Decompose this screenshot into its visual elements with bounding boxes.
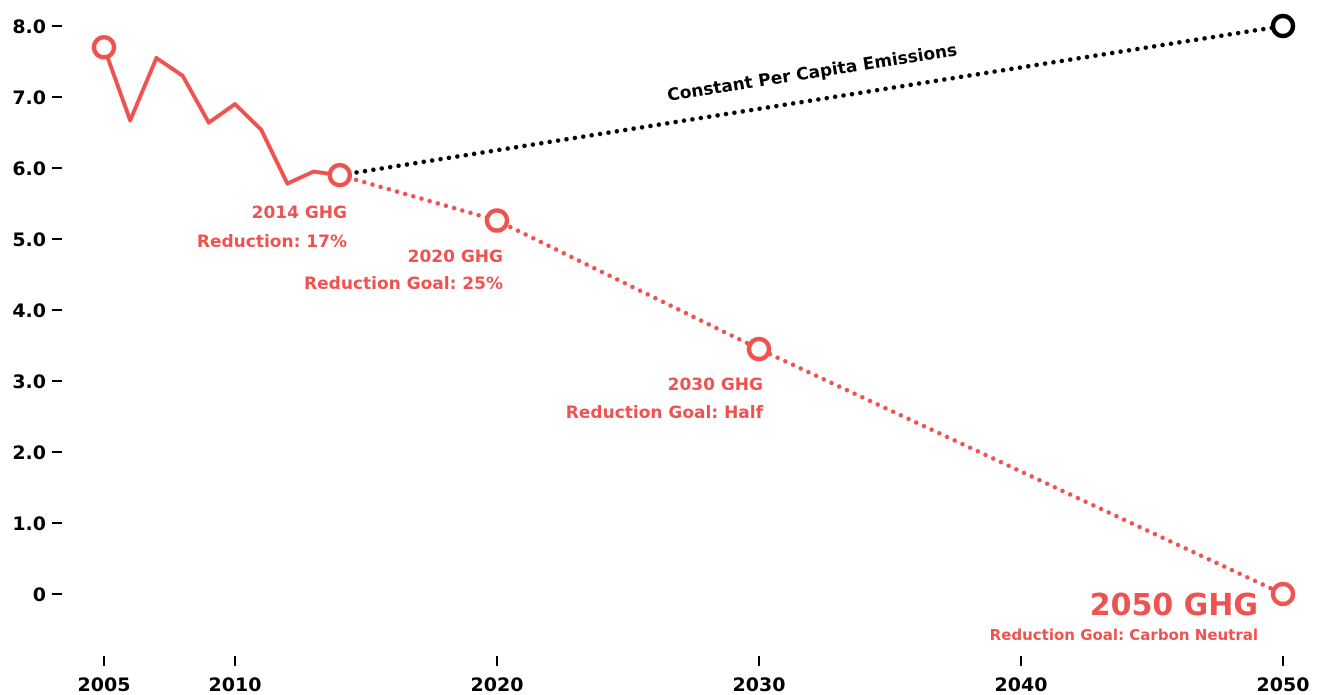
series-line-actual bbox=[102, 45, 342, 186]
y-tick-label: 2.0 bbox=[12, 442, 46, 464]
y-tick-label: 3.0 bbox=[12, 371, 46, 393]
x-tick-label: 2005 bbox=[78, 674, 131, 695]
marker-layer bbox=[91, 13, 1296, 607]
series-layer bbox=[102, 23, 1286, 597]
series-line-goal bbox=[337, 172, 1286, 597]
marker-goal-2020 bbox=[484, 208, 510, 233]
annotation-2030-line1: 2030 GHG bbox=[668, 375, 763, 395]
annotation-2020-line1: 2020 GHG bbox=[408, 247, 503, 267]
series-label-constant: Constant Per Capita Emissions bbox=[666, 40, 959, 105]
marker-goal-2030 bbox=[746, 336, 772, 362]
annotation-2020-line2: Reduction Goal: 25% bbox=[304, 274, 503, 294]
x-axis: 2005 2010 2020 2030 2040 2050 bbox=[78, 656, 1310, 695]
x-tick-label: 2050 bbox=[1257, 674, 1310, 695]
series-line-constant bbox=[337, 23, 1286, 178]
marker-constant-2050 bbox=[1270, 13, 1296, 39]
marker-actual-2014 bbox=[327, 162, 353, 188]
y-tick-label: 7.0 bbox=[12, 87, 46, 109]
y-tick-label: 1.0 bbox=[12, 513, 46, 535]
y-tick-label: 5.0 bbox=[12, 229, 46, 251]
annotation-2050-line2: Reduction Goal: Carbon Neutral bbox=[990, 626, 1258, 644]
marker-goal-2050 bbox=[1270, 581, 1296, 607]
marker-actual-2005 bbox=[91, 35, 117, 60]
y-axis: 0 1.0 2.0 3.0 4.0 5.0 6.0 7.0 8.0 bbox=[12, 16, 62, 606]
x-tick-label: 2040 bbox=[995, 674, 1048, 695]
x-tick-label: 2020 bbox=[471, 674, 524, 695]
y-tick-label: 8.0 bbox=[12, 16, 46, 38]
x-tick-label: 2030 bbox=[733, 674, 786, 695]
y-tick-label: 6.0 bbox=[12, 158, 46, 180]
annotation-2014-line1: 2014 GHG bbox=[252, 203, 347, 223]
annotation-2050-line1: 2050 GHG bbox=[1090, 588, 1258, 623]
y-tick-label: 0 bbox=[33, 584, 46, 606]
x-tick-label: 2010 bbox=[209, 674, 262, 695]
annotation-2014-line2: Reduction: 17% bbox=[197, 232, 347, 252]
annotation-2030-line2: Reduction Goal: Half bbox=[566, 403, 764, 423]
y-tick-label: 4.0 bbox=[12, 300, 46, 322]
